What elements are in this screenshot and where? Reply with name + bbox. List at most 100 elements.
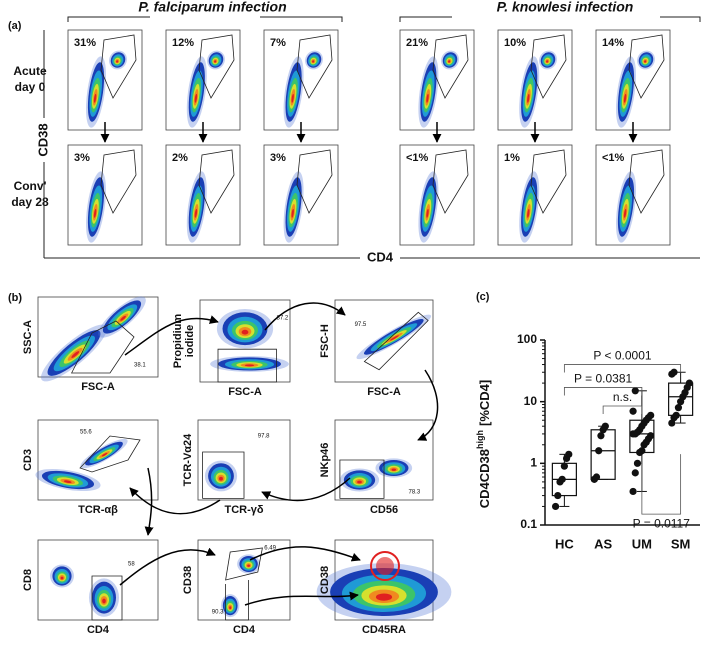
flow-arrow (144, 467, 154, 536)
gate-percentage: 31% (74, 37, 96, 49)
x-axis-label: FSC-A (367, 386, 401, 398)
flow-plot: 31% (67, 29, 143, 131)
flow-plot: 97.8 (197, 419, 291, 501)
gate (628, 34, 665, 99)
gate-percentage: 3% (74, 152, 90, 164)
group-bracket (67, 16, 343, 22)
x-axis-label: TCR-γδ (224, 504, 263, 516)
x-axis-label: FSC-A (228, 386, 262, 398)
panel-label: (b) (8, 292, 22, 304)
data-point (592, 473, 601, 481)
row-label: day 28 (11, 195, 49, 209)
flow-plot: 2% (165, 144, 241, 246)
density-level (291, 93, 294, 103)
data-point (670, 368, 678, 376)
y-axis-label: CD38 (35, 123, 50, 156)
y-axis-label: NKp46 (319, 443, 331, 478)
gate-value: 90.3 (212, 610, 224, 616)
gate (432, 34, 469, 99)
gate-percentage: 21% (406, 37, 428, 49)
label-bg (360, 250, 400, 266)
gate (225, 547, 263, 621)
flow-plot: 14% (595, 29, 671, 131)
density-level (644, 60, 647, 63)
data-point (560, 462, 568, 470)
row-label: Acute (13, 64, 47, 78)
density-level (241, 329, 249, 335)
y-tick-label: 10 (524, 394, 538, 408)
density-level (219, 476, 223, 481)
density-level (101, 452, 108, 457)
data-point (674, 404, 683, 412)
density-level (391, 468, 397, 471)
gate-percentage: <1% (602, 152, 625, 164)
label-bg (30, 118, 56, 162)
plot-frame (197, 539, 291, 621)
data-point (565, 450, 573, 458)
y-axis-label: CD8 (22, 569, 34, 591)
gate (363, 311, 429, 371)
gate-percentage: 2% (172, 152, 188, 164)
flow-plot: 10% (497, 29, 573, 131)
data-point (629, 407, 637, 415)
density-level (71, 351, 80, 358)
gate (100, 34, 137, 99)
gate-percentage: 1% (504, 152, 520, 164)
flow-plot: 12% (165, 29, 241, 131)
density-level (102, 598, 106, 604)
density-level (194, 93, 198, 103)
density-level (291, 208, 294, 218)
density-level (623, 208, 627, 218)
gate (198, 149, 235, 214)
group-title: P. knowlesi infection (497, 0, 634, 15)
y-tick-label: 100 (517, 332, 537, 346)
y-axis-label: SSC-A (22, 320, 34, 354)
gate (202, 451, 245, 499)
y-label-sup: high (475, 430, 485, 449)
gate (530, 34, 567, 99)
x-tick-label: HC (555, 536, 574, 551)
significance-bracket (641, 454, 682, 515)
data-point (558, 475, 566, 483)
flow-plot: 55.6 (35, 419, 159, 501)
x-axis-label: CD4 (367, 249, 394, 264)
density-level (244, 364, 255, 367)
group-bracket (399, 16, 701, 22)
gate-percentage: 7% (270, 37, 286, 49)
density-level (312, 60, 315, 63)
group-title: P. falciparum infection (138, 0, 286, 15)
flow-plot: 38.1 (37, 296, 159, 382)
gate-value: 38.1 (134, 363, 146, 369)
x-tick-label: AS (594, 536, 612, 551)
flow-plot: 58 (37, 539, 159, 621)
y-axis-label: CD38 (319, 566, 331, 594)
flow-plot: 87.2 (199, 299, 291, 383)
gate-value: 87.2 (277, 316, 289, 322)
y-axis-label: CD4CD38high [%CD4] (475, 380, 492, 508)
highlight-circle (376, 557, 394, 575)
gate-percentage: 12% (172, 37, 194, 49)
x-axis-label: CD4 (87, 624, 110, 636)
flow-arrow (244, 591, 359, 606)
x-tick-label: SM (671, 536, 691, 551)
significance-bracket (602, 405, 643, 415)
data-point (647, 411, 655, 419)
y-tick-label: 1 (530, 456, 537, 470)
gate-percentage: 3% (270, 152, 286, 164)
gate-percentage: 14% (602, 37, 624, 49)
data-point (647, 432, 655, 440)
gate (530, 149, 567, 214)
gate-value: 97.8 (258, 434, 270, 440)
density-level (527, 208, 530, 218)
flow-plot: 6.49 90.3 (197, 539, 291, 621)
flow-arrow (264, 302, 346, 331)
x-axis-label: CD4 (233, 624, 256, 636)
density-level (527, 93, 530, 103)
gate-percentage: <1% (406, 152, 429, 164)
data-point (631, 387, 639, 395)
data-point (631, 469, 639, 477)
density-level (426, 93, 429, 103)
flow-plot: <1% (399, 144, 475, 246)
panel-label: (a) (8, 20, 22, 32)
